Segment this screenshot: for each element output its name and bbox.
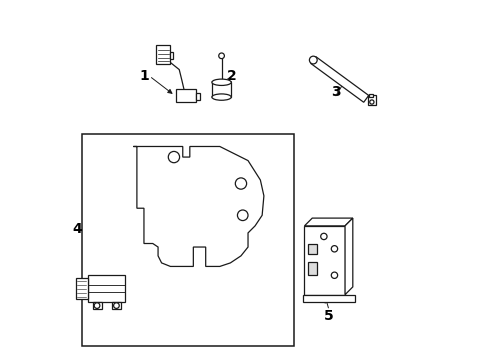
Ellipse shape xyxy=(309,56,317,64)
Bar xyxy=(156,45,170,64)
Text: 1: 1 xyxy=(139,69,148,83)
Bar xyxy=(82,134,293,346)
Circle shape xyxy=(237,210,247,221)
Polygon shape xyxy=(304,218,352,226)
Bar xyxy=(112,302,121,310)
Circle shape xyxy=(369,100,373,104)
Text: 3: 3 xyxy=(331,85,340,99)
Bar xyxy=(307,244,316,254)
Bar xyxy=(211,82,231,97)
Bar xyxy=(175,89,196,102)
Ellipse shape xyxy=(211,94,231,100)
Circle shape xyxy=(94,303,100,309)
Polygon shape xyxy=(133,147,264,266)
Polygon shape xyxy=(310,57,368,102)
Text: 5: 5 xyxy=(324,309,333,323)
Bar xyxy=(170,52,173,59)
Bar xyxy=(302,294,354,302)
Bar xyxy=(307,262,316,275)
Bar xyxy=(196,93,200,100)
Ellipse shape xyxy=(211,79,231,85)
Circle shape xyxy=(168,152,179,163)
Bar xyxy=(76,278,87,299)
Circle shape xyxy=(235,178,246,189)
Bar xyxy=(304,226,345,294)
Bar xyxy=(87,275,124,302)
Circle shape xyxy=(320,233,326,240)
Text: 2: 2 xyxy=(227,69,237,83)
Circle shape xyxy=(113,303,119,309)
Circle shape xyxy=(330,246,337,252)
Polygon shape xyxy=(345,218,352,294)
Circle shape xyxy=(218,53,224,59)
Text: 4: 4 xyxy=(72,222,81,237)
Bar xyxy=(368,94,372,98)
Bar xyxy=(367,95,375,105)
Circle shape xyxy=(330,272,337,278)
Bar xyxy=(93,302,102,310)
